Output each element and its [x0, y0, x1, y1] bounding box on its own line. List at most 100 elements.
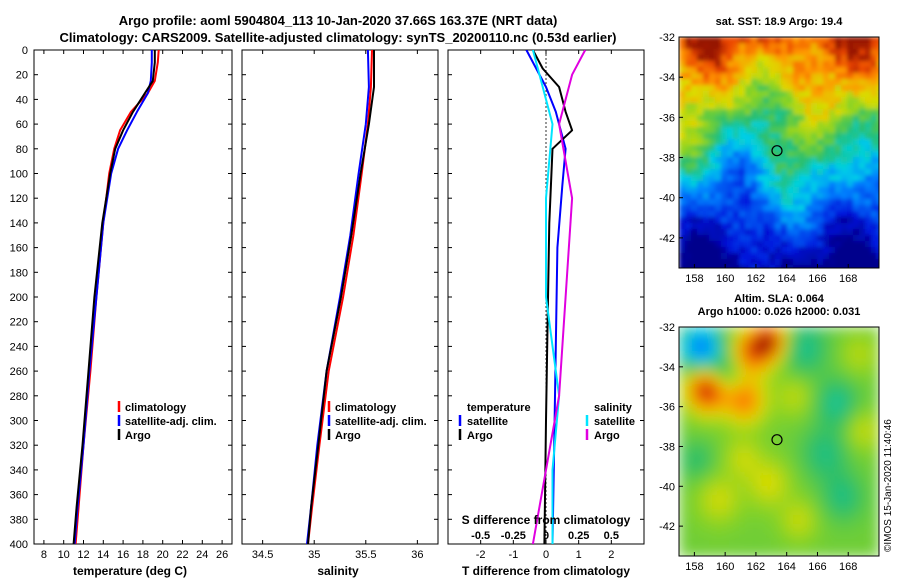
map-cell: [824, 487, 830, 493]
map-cell: [739, 181, 746, 188]
map-cell: [763, 241, 770, 248]
map-cell: [704, 337, 710, 343]
map-cell: [679, 392, 685, 398]
map-cell: [805, 79, 812, 86]
map-cell: [724, 427, 730, 433]
map-cell: [819, 502, 825, 508]
map-cell: [757, 151, 764, 158]
map-x-tick-label: 164: [778, 561, 796, 573]
map-cell: [847, 97, 854, 104]
map-cell: [811, 235, 818, 242]
temperature-xlabel: temperature (deg C): [73, 564, 187, 578]
map-cell: [854, 387, 860, 393]
map-cell: [684, 332, 690, 338]
map-cell: [739, 537, 745, 543]
map-cell: [799, 487, 805, 493]
map-cell: [749, 462, 755, 468]
depth-tick-label: 60: [16, 119, 28, 131]
map-cell: [824, 447, 830, 453]
map-cell: [727, 103, 734, 110]
map-cell: [734, 377, 740, 383]
map-cell: [751, 247, 758, 254]
map-cell: [691, 115, 698, 122]
map-cell: [824, 482, 830, 488]
map-cell: [715, 145, 722, 152]
map-cell: [799, 452, 805, 458]
map-cell: [685, 169, 692, 176]
map-cell: [781, 259, 788, 266]
map-cell: [727, 169, 734, 176]
map-cell: [763, 175, 770, 182]
depth-tick-label: 40: [16, 94, 28, 106]
map-cell: [775, 85, 782, 92]
map-cell: [774, 547, 780, 553]
sla-map-title-line1: Altim. SLA: 0.064: [734, 293, 825, 305]
map-cell: [849, 507, 855, 513]
map-cell: [853, 43, 860, 50]
map-cell: [775, 49, 782, 56]
map-cell: [751, 217, 758, 224]
map-cell: [759, 332, 765, 338]
map-cell: [824, 442, 830, 448]
map-cell: [781, 253, 788, 260]
map-cell: [763, 145, 770, 152]
map-cell: [724, 472, 730, 478]
map-cell: [754, 367, 760, 373]
map-cell: [789, 392, 795, 398]
map-cell: [865, 61, 872, 68]
map-cell: [835, 169, 842, 176]
map-y-tick-label: -42: [659, 521, 675, 533]
map-cell: [763, 97, 770, 104]
map-cell: [764, 497, 770, 503]
map-cell: [757, 37, 764, 44]
map-cell: [694, 332, 700, 338]
map-cell: [721, 199, 728, 206]
map-cell: [715, 85, 722, 92]
map-cell: [869, 367, 875, 373]
map-cell: [751, 133, 758, 140]
map-cell: [689, 477, 695, 483]
map-cell: [869, 522, 875, 528]
map-cell: [799, 362, 805, 368]
map-cell: [844, 492, 850, 498]
map-cell: [814, 517, 820, 523]
map-cell: [819, 402, 825, 408]
map-cell: [744, 342, 750, 348]
map-cell: [874, 442, 879, 448]
map-cell: [739, 127, 746, 134]
map-cell: [805, 193, 812, 200]
map-cell: [814, 487, 820, 493]
map-cell: [745, 229, 752, 236]
map-cell: [679, 163, 686, 170]
map-cell: [739, 49, 746, 56]
map-cell: [799, 507, 805, 513]
map-cell: [759, 462, 765, 468]
map-cell: [787, 205, 794, 212]
map-cell: [745, 79, 752, 86]
map-cell: [769, 115, 776, 122]
map-cell: [849, 402, 855, 408]
map-cell: [847, 259, 854, 266]
difference-xlabel: T difference from climatology: [462, 564, 630, 578]
map-cell: [793, 61, 800, 68]
map-cell: [775, 187, 782, 194]
map-cell: [721, 169, 728, 176]
map-cell: [679, 133, 686, 140]
map-cell: [744, 357, 750, 363]
map-cell: [721, 139, 728, 146]
map-cell: [703, 229, 710, 236]
map-cell: [719, 387, 725, 393]
map-cell: [703, 235, 710, 242]
map-cell: [724, 452, 730, 458]
map-cell: [704, 527, 710, 533]
map-cell: [739, 397, 745, 403]
map-cell: [733, 217, 740, 224]
map-cell: [694, 547, 700, 553]
map-cell: [751, 193, 758, 200]
map-cell: [835, 127, 842, 134]
map-cell: [684, 512, 690, 518]
map-cell: [804, 452, 810, 458]
map-cell: [727, 187, 734, 194]
map-cell: [841, 217, 848, 224]
map-cell: [679, 115, 686, 122]
